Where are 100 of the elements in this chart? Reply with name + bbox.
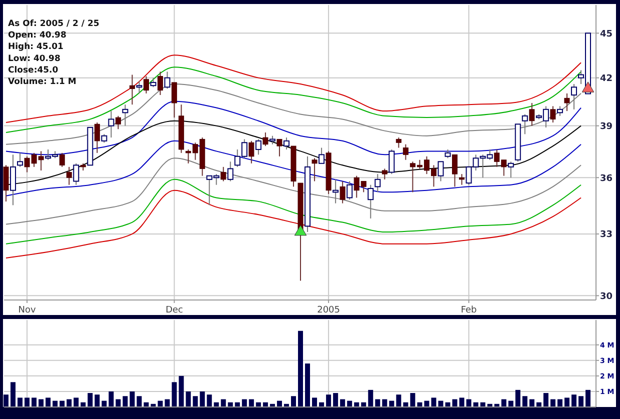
bar: [192, 396, 198, 407]
bar: [136, 396, 142, 407]
bar: [586, 390, 590, 407]
bar: [220, 399, 226, 407]
bar: [122, 396, 128, 407]
bar: [116, 399, 121, 407]
bar: [340, 399, 346, 407]
line-series: [6, 54, 582, 123]
bar: [172, 382, 177, 407]
candlestick: [115, 115, 121, 130]
bar: [24, 398, 30, 407]
candlestick: [17, 152, 24, 168]
bar: [74, 398, 79, 407]
candlestick: [59, 152, 65, 168]
bar: [186, 391, 191, 407]
bar: [452, 399, 458, 407]
candlestick: [276, 138, 282, 157]
candlestick: [172, 82, 178, 118]
bar: [515, 390, 520, 407]
bar: [368, 390, 374, 407]
bar: [18, 398, 23, 407]
bar: [375, 399, 380, 407]
bar: [326, 394, 332, 407]
bar: [459, 398, 464, 407]
candlestick: [396, 137, 402, 148]
candlestick: [402, 144, 408, 160]
candlestick: [158, 71, 164, 96]
candlestick: [550, 106, 556, 123]
candlestick: [129, 74, 135, 106]
bar: [571, 394, 576, 407]
bar: [557, 399, 562, 407]
candlestick: [227, 161, 234, 182]
candlestick: [262, 132, 268, 147]
bar: [248, 399, 254, 407]
bar: [32, 398, 37, 407]
bar: [178, 376, 184, 407]
bar: [522, 396, 528, 407]
bar: [543, 393, 548, 407]
candlestick: [374, 174, 381, 193]
bar: [410, 393, 416, 407]
bar: [130, 391, 135, 407]
candlestick: [318, 147, 325, 164]
candlestick: [255, 138, 262, 156]
bar: [66, 399, 72, 407]
bar: [431, 398, 436, 407]
candlestick: [94, 122, 100, 154]
bar: [298, 330, 304, 407]
bar: [578, 396, 584, 407]
line-series: [6, 178, 582, 244]
candlestick: [150, 77, 156, 88]
candlestick: [340, 180, 346, 204]
line-series: [6, 190, 582, 258]
bar: [242, 399, 247, 407]
bar: [312, 398, 318, 407]
candlestick: [220, 166, 226, 182]
bar: [564, 398, 570, 407]
annotation: Low: 40.98: [8, 54, 60, 64]
candlestick: [73, 162, 80, 186]
bar: [466, 399, 472, 407]
candlestick: [508, 161, 514, 178]
line-series: [6, 66, 582, 133]
bar: [396, 394, 402, 407]
bar: [290, 396, 296, 407]
candlestick: [10, 154, 16, 206]
candlestick: [122, 104, 128, 126]
candlestick: [382, 168, 388, 180]
candlestick: [332, 178, 339, 204]
candlestick: [452, 154, 458, 188]
candlestick: [564, 92, 570, 112]
bar: [108, 391, 114, 407]
candlestick: [459, 174, 465, 186]
bar: [501, 399, 506, 407]
bar: [94, 394, 100, 407]
candlestick: [143, 76, 149, 94]
candlestick: [388, 148, 395, 175]
candlestick: [529, 102, 535, 126]
bar: [4, 394, 8, 407]
y-tick-label: 36: [600, 174, 613, 184]
bar: [305, 364, 310, 407]
x-tick-label: Feb: [460, 305, 478, 316]
candlestick: [3, 164, 9, 202]
y-tick-label: 33: [600, 230, 613, 240]
annotation: Open: 40.98: [8, 30, 66, 41]
bar: [206, 394, 212, 407]
candlestick: [438, 161, 444, 182]
bar: [550, 399, 556, 407]
y-tick-label: 30: [600, 292, 613, 302]
candlestick: [346, 180, 353, 200]
annotation: Close:45.0: [8, 65, 58, 76]
bar: [200, 391, 205, 407]
bar: [88, 393, 93, 407]
line-series: [6, 158, 582, 225]
bar: [10, 382, 16, 407]
x-tick-label: Nov: [18, 305, 36, 316]
candlestick: [522, 114, 528, 135]
candlestick: [248, 140, 254, 164]
x-tick-label: Dec: [166, 305, 184, 316]
y-tick-label: 39: [600, 122, 613, 132]
x-tick-label: 2005: [317, 305, 340, 316]
candlestick: [368, 184, 374, 219]
